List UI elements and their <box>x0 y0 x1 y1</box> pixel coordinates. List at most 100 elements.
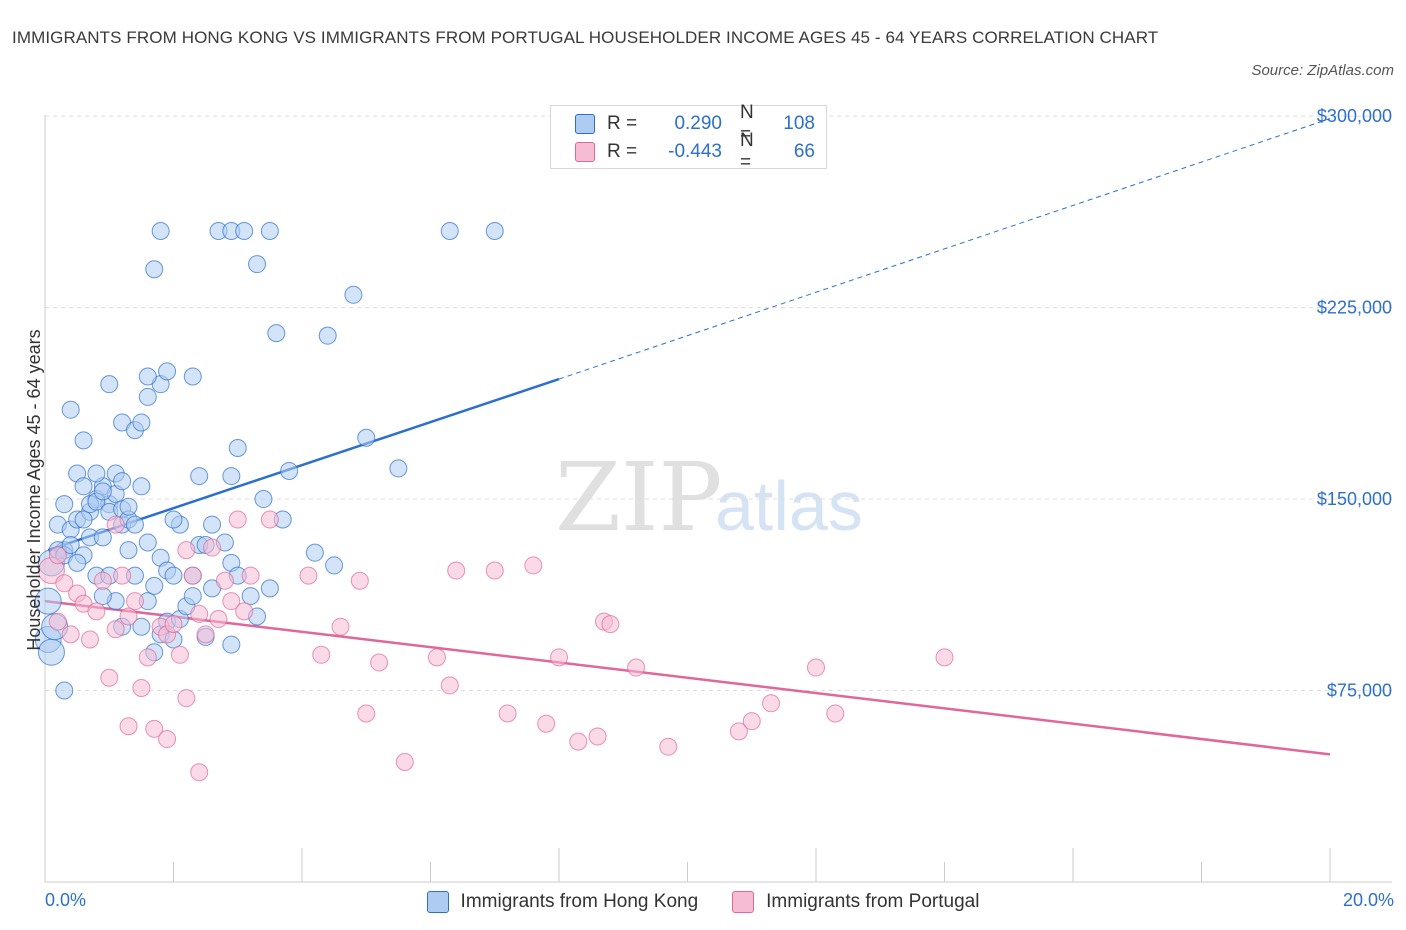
point-portugal <box>729 722 748 741</box>
point-portugal <box>588 727 607 746</box>
watermark-atlas: atlas <box>715 467 863 545</box>
point-portugal <box>48 612 67 631</box>
point-portugal <box>170 645 189 664</box>
x-tick-max: 20.0% <box>1342 890 1394 910</box>
y-tick-label: $150,000 <box>1317 489 1392 509</box>
x-tick-min: 0.0% <box>45 890 87 910</box>
point-portugal <box>80 630 99 649</box>
point-portugal <box>132 678 151 697</box>
point-hong-kong <box>55 495 74 514</box>
point-hong-kong <box>93 482 112 501</box>
point-portugal <box>196 625 215 644</box>
legend-row-hong-kong: R = 0.290 N = 108 <box>575 102 815 145</box>
point-hong-kong <box>145 260 164 279</box>
point-hong-kong <box>357 428 376 447</box>
source-label: Source: ZipAtlas.com <box>1251 62 1394 79</box>
point-hong-kong <box>74 510 93 529</box>
y-tick-label: $75,000 <box>1327 681 1392 701</box>
point-portugal <box>427 648 446 667</box>
point-hong-kong <box>55 681 74 700</box>
point-hong-kong <box>132 413 151 432</box>
point-hong-kong <box>93 587 112 606</box>
point-hong-kong <box>151 221 170 240</box>
point-portugal <box>228 510 247 529</box>
point-portugal <box>235 602 254 621</box>
point-hong-kong <box>254 490 273 509</box>
point-portugal <box>762 694 781 713</box>
point-hong-kong <box>440 221 459 240</box>
point-hong-kong <box>344 285 363 304</box>
point-hong-kong <box>74 477 93 496</box>
legend-n-label: N = <box>740 130 754 173</box>
point-portugal <box>106 515 125 534</box>
legend-item-portugal[interactable]: Immigrants from Portugal <box>732 888 979 916</box>
point-hong-kong <box>190 467 209 486</box>
point-hong-kong <box>74 431 93 450</box>
point-portugal <box>190 763 209 782</box>
point-portugal <box>177 689 196 708</box>
point-hong-kong <box>34 587 62 615</box>
data-points <box>34 221 954 782</box>
point-portugal <box>119 607 138 626</box>
legend-r-value-2: -0.443 <box>668 141 722 162</box>
legend-swatch-pink <box>575 142 595 162</box>
point-portugal <box>299 566 318 585</box>
point-portugal <box>215 571 234 590</box>
point-portugal <box>138 648 157 667</box>
point-portugal <box>113 566 132 585</box>
point-portugal <box>145 719 164 738</box>
legend-row-portugal: R = -0.443 N = 66 <box>575 130 815 173</box>
legend-swatch-blue <box>426 891 449 913</box>
point-portugal <box>177 541 196 560</box>
series-legend: Immigrants from Hong Kong Immigrants fro… <box>0 888 1406 916</box>
point-hong-kong <box>248 255 267 274</box>
point-portugal <box>93 571 112 590</box>
correlation-legend: R = 0.290 N = 108 R = -0.443 N = 66 <box>550 102 827 173</box>
point-hong-kong <box>87 464 106 483</box>
point-portugal <box>601 615 620 634</box>
point-hong-kong <box>145 576 164 595</box>
point-portugal <box>331 617 350 636</box>
point-hong-kong <box>164 510 183 529</box>
point-portugal <box>807 658 825 677</box>
point-hong-kong <box>125 515 144 534</box>
legend-swatch-pink <box>732 891 755 913</box>
legend-n-value-1: 108 <box>783 113 815 134</box>
point-portugal <box>241 566 260 585</box>
point-portugal <box>485 561 504 580</box>
legend-swatch-blue <box>575 114 595 134</box>
point-hong-kong <box>132 617 151 636</box>
y-axis-label: Householder Income Ages 45 - 64 years <box>24 329 44 650</box>
point-portugal <box>119 717 138 736</box>
point-hong-kong <box>138 533 157 552</box>
legend-r-label: R = <box>607 113 638 134</box>
y-tick-label: $225,000 <box>1317 298 1392 318</box>
point-hong-kong <box>325 556 344 575</box>
point-portugal <box>312 645 331 664</box>
point-portugal <box>222 592 241 611</box>
point-hong-kong <box>138 387 157 406</box>
point-hong-kong <box>68 553 87 572</box>
legend-item-hong-kong[interactable]: Immigrants from Hong Kong <box>426 888 698 916</box>
legend-label-portugal: Immigrants from Portugal <box>766 891 980 912</box>
point-portugal <box>524 556 543 575</box>
point-portugal <box>125 592 144 611</box>
point-portugal <box>87 602 106 621</box>
point-portugal <box>158 730 177 749</box>
point-hong-kong <box>280 461 299 480</box>
point-hong-kong <box>100 375 119 394</box>
legend-r-label: R = <box>607 141 638 162</box>
point-portugal <box>659 737 678 756</box>
point-portugal <box>395 753 414 772</box>
point-hong-kong <box>203 515 222 534</box>
point-hong-kong <box>267 324 286 343</box>
point-portugal <box>209 610 228 629</box>
point-portugal <box>106 620 125 639</box>
point-hong-kong <box>305 543 324 562</box>
point-hong-kong <box>183 587 202 606</box>
point-portugal <box>440 676 459 695</box>
point-portugal <box>370 653 389 672</box>
point-portugal <box>537 714 556 733</box>
point-hong-kong <box>132 477 151 496</box>
